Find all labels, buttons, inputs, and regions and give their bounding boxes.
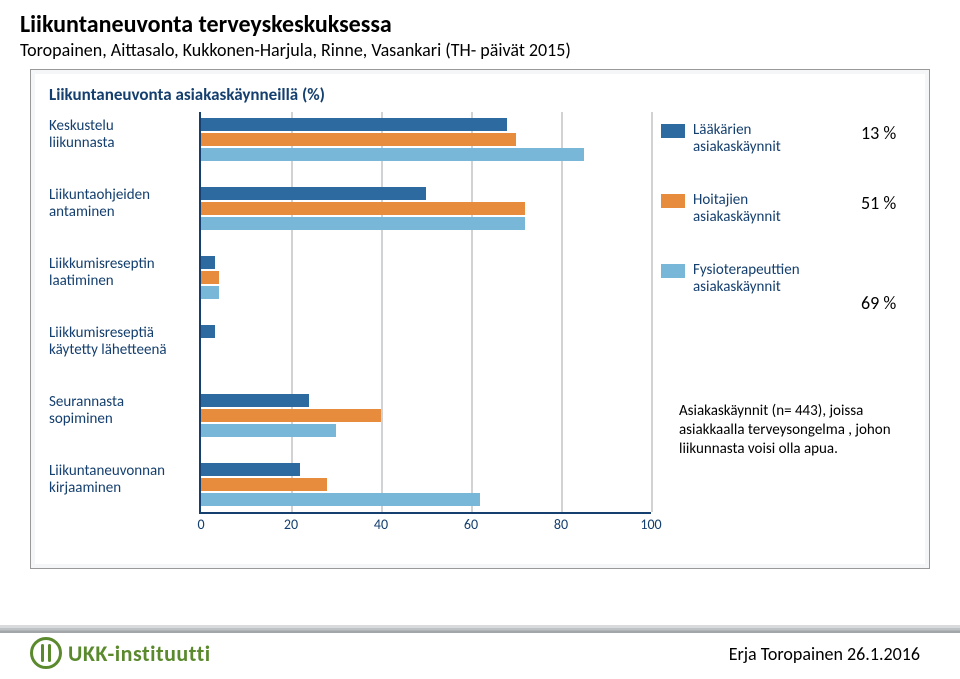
category-label: Keskusteluliikunnasta — [49, 118, 189, 151]
bar — [201, 424, 336, 437]
x-tick-label: 80 — [554, 516, 568, 533]
bar — [201, 325, 215, 338]
category-label: Seurannastasopiminen — [49, 394, 189, 427]
chart-inner: Liikuntaneuvonta asiakaskäynneillä (%) K… — [35, 74, 925, 564]
bar — [201, 133, 516, 146]
footer-logo-text: UKK-instituutti — [68, 640, 211, 667]
legend-pct: 13 % — [861, 122, 896, 144]
gridline — [651, 112, 653, 512]
bar — [201, 202, 525, 215]
x-tick-label: 0 — [197, 516, 204, 533]
chart-container: Liikuntaneuvonta asiakaskäynneillä (%) K… — [30, 69, 930, 569]
gridline — [471, 112, 473, 512]
bar — [201, 256, 215, 269]
x-tick-label: 20 — [284, 516, 298, 533]
logo-icon — [30, 637, 62, 669]
gridline — [291, 112, 293, 512]
bar — [201, 493, 480, 506]
category-label: Liikuntaohjeidenantaminen — [49, 187, 189, 220]
gridline — [381, 112, 383, 512]
bar — [201, 187, 426, 200]
footer-rule — [0, 625, 960, 633]
legend-label: Fysioterapeuttienasiakaskäynnit — [693, 262, 800, 295]
bar — [201, 394, 309, 407]
gridline — [561, 112, 563, 512]
bar — [201, 118, 507, 131]
legend-label: Lääkärienasiakaskäynnit — [693, 122, 781, 155]
category-label: Liikuntaneuvonnankirjaaminen — [49, 463, 189, 496]
page-title: Liikuntaneuvonta terveyskeskuksessa — [0, 0, 960, 39]
chart-title: Liikuntaneuvonta asiakaskäynneillä (%) — [35, 74, 925, 109]
bar — [201, 463, 300, 476]
legend-swatch — [661, 124, 685, 138]
chart-body: Keskusteluliikunnasta Liikuntaohjeidenant… — [49, 112, 911, 550]
x-tick-label: 60 — [464, 516, 478, 533]
page-subtitle: Toropainen, Aittasalo, Kukkonen-Harjula,… — [0, 39, 960, 69]
legend-swatch — [661, 264, 685, 278]
bar — [201, 478, 327, 491]
legend-pct: 51 % — [861, 192, 896, 214]
x-tick-label: 100 — [640, 516, 661, 533]
footer-credit: Erja Toropainen 26.1.2016 — [729, 643, 920, 665]
bar — [201, 148, 584, 161]
legend-pct: 69 % — [861, 292, 896, 314]
bar — [201, 271, 219, 284]
annotation-text: Asiakaskäynnit (n= 443), joissa asiakkaa… — [679, 402, 909, 458]
bar — [201, 409, 381, 422]
x-tick-label: 40 — [374, 516, 388, 533]
legend-swatch — [661, 194, 685, 208]
legend-label: Hoitajienasiakaskäynnit — [693, 192, 781, 225]
bar — [201, 217, 525, 230]
category-label: Liikkumisreseptiäkäytetty lähetteenä — [49, 325, 189, 358]
bar — [201, 286, 219, 299]
plot-area: 020406080100 — [199, 112, 651, 514]
category-label: Liikkumisreseptinlaatiminen — [49, 256, 189, 289]
footer-logo: UKK-instituutti — [30, 637, 211, 669]
